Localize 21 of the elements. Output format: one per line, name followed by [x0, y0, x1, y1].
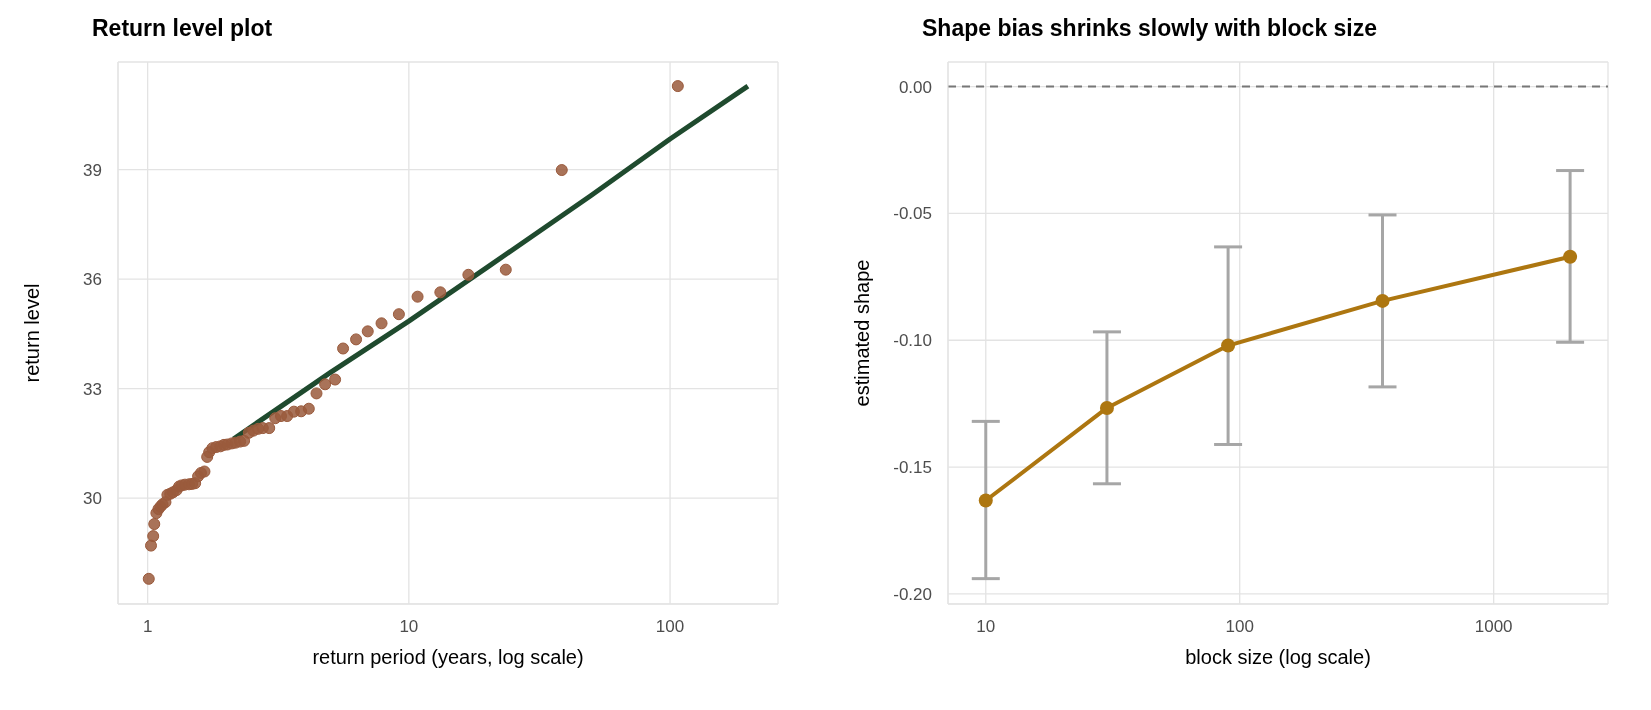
- y-tick-label: -0.05: [893, 204, 932, 224]
- y-tick-label: 30: [83, 489, 102, 509]
- chart-title: Shape bias shrinks slowly with block size: [921, 14, 1379, 43]
- chart-title: Return level plot: [91, 14, 274, 43]
- x-axis-title: return period (years, log scale): [312, 646, 584, 668]
- x-tick-label: 100: [655, 617, 685, 637]
- y-tick-label: -0.10: [893, 331, 932, 351]
- x-axis-title: block size (log scale): [1185, 646, 1371, 668]
- y-tick-label: 33: [83, 379, 102, 399]
- y-tick-label: 36: [83, 270, 102, 290]
- y-tick-label: -0.15: [893, 458, 932, 478]
- x-tick-label: 100: [1225, 617, 1254, 637]
- y-tick-label: -0.20: [893, 584, 932, 604]
- x-tick-label: 1: [142, 617, 153, 637]
- x-tick-label: 1000: [1474, 617, 1513, 637]
- y-axis-title: estimated shape: [851, 259, 874, 407]
- y-tick-label: 0.00: [898, 77, 932, 97]
- x-tick-label: 10: [976, 617, 996, 637]
- y-axis-title: return level: [21, 283, 44, 383]
- y-tick-label: 39: [83, 160, 102, 180]
- x-tick-label: 10: [399, 617, 419, 637]
